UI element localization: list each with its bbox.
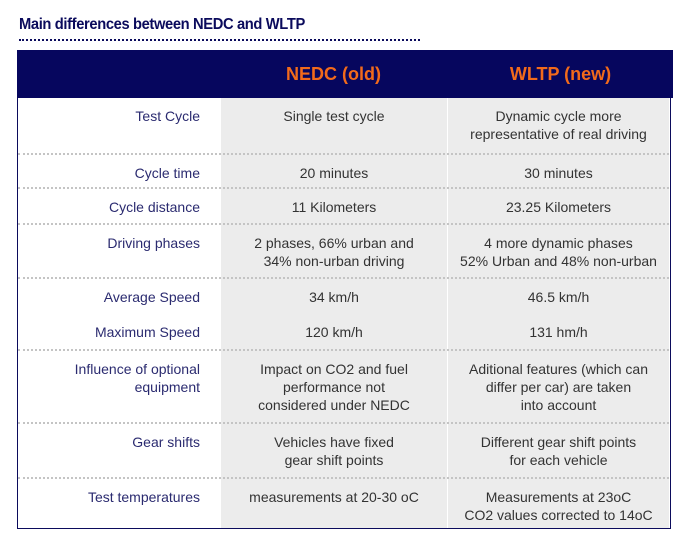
- header-wltp: WLTP (new): [509, 64, 612, 84]
- nedc-cell: Impact on CO2 and fuel performance not c…: [258, 361, 410, 413]
- nedc-cell: 34 km/h: [309, 289, 359, 305]
- table-row: Cycle time 20 minutes 30 minutes: [18, 153, 669, 189]
- title-underline: [19, 39, 420, 41]
- wltp-cell: Different gear shift points for each veh…: [480, 434, 637, 468]
- table-row: Influence of optional equipment Impact on…: [18, 349, 669, 424]
- nedc-cell: measurements at 20-30 oC: [249, 489, 419, 505]
- wltp-cell: 30 minutes: [524, 165, 593, 181]
- row-label: Average Speed: [103, 289, 200, 305]
- wltp-cell: 4 more dynamic phases 52% Urban and 48% …: [460, 235, 657, 269]
- wltp-cell: Aditional features (which can differ per…: [469, 361, 648, 413]
- wltp-cell: Dynamic cycle more representative of rea…: [470, 108, 647, 142]
- nedc-cell: 20 minutes: [299, 165, 369, 181]
- comparison-table: NEDC (old) WLTP (new) Test Cycle Single t…: [16, 50, 673, 530]
- table-row: Test temperatures measurements at 20-30 o…: [18, 477, 669, 530]
- page-title: Main differences between NEDC and WLTP: [19, 16, 305, 33]
- nedc-cell: 120 km/h: [305, 324, 363, 340]
- wltp-cell: 46.5 km/h: [527, 289, 590, 305]
- wltp-cell: Measurements at 23oC CO2 values correcte…: [464, 489, 653, 523]
- wltp-cell: 131 hm/h: [529, 324, 588, 340]
- nedc-column-bg: [221, 98, 447, 528]
- row-label: Test temperatures: [87, 489, 200, 505]
- wltp-cell: 23.25 Kilometers: [505, 199, 612, 215]
- nedc-cell: Vehicles have fixed gear shift points: [274, 434, 394, 468]
- row-label: Cycle distance: [108, 199, 200, 215]
- table-row: Average Speed 34 km/h 46.5 km/h: [18, 277, 669, 315]
- row-label: Test Cycle: [135, 108, 200, 124]
- row-label: Gear shifts: [132, 434, 200, 450]
- table-row: Gear shifts Vehicles have fixed gear shif…: [18, 422, 669, 479]
- header-nedc: NEDC (old): [286, 64, 381, 84]
- table-row: Cycle distance 11 Kilometers 23.25 Kilomet…: [18, 187, 669, 225]
- wltp-column-bg: [448, 98, 669, 528]
- row-label: Cycle time: [134, 165, 200, 181]
- row-label: Influence of optional equipment: [74, 361, 200, 395]
- row-label: Driving phases: [107, 235, 200, 251]
- table-row: Test Cycle Single test cycle Dynamic cycle…: [18, 98, 669, 154]
- row-label: Maximum Speed: [94, 324, 200, 340]
- table-row: Maximum Speed 120 km/h 131 hm/h: [18, 314, 669, 350]
- nedc-cell: Single test cycle: [283, 108, 385, 124]
- nedc-cell: 11 Kilometers: [291, 199, 377, 215]
- table-header: NEDC (old) WLTP (new): [16, 50, 673, 98]
- nedc-cell: 2 phases, 66% urban and 34% non-urban dr…: [254, 235, 414, 269]
- table-row: Driving phases 2 phases, 66% urban and 34…: [18, 223, 669, 279]
